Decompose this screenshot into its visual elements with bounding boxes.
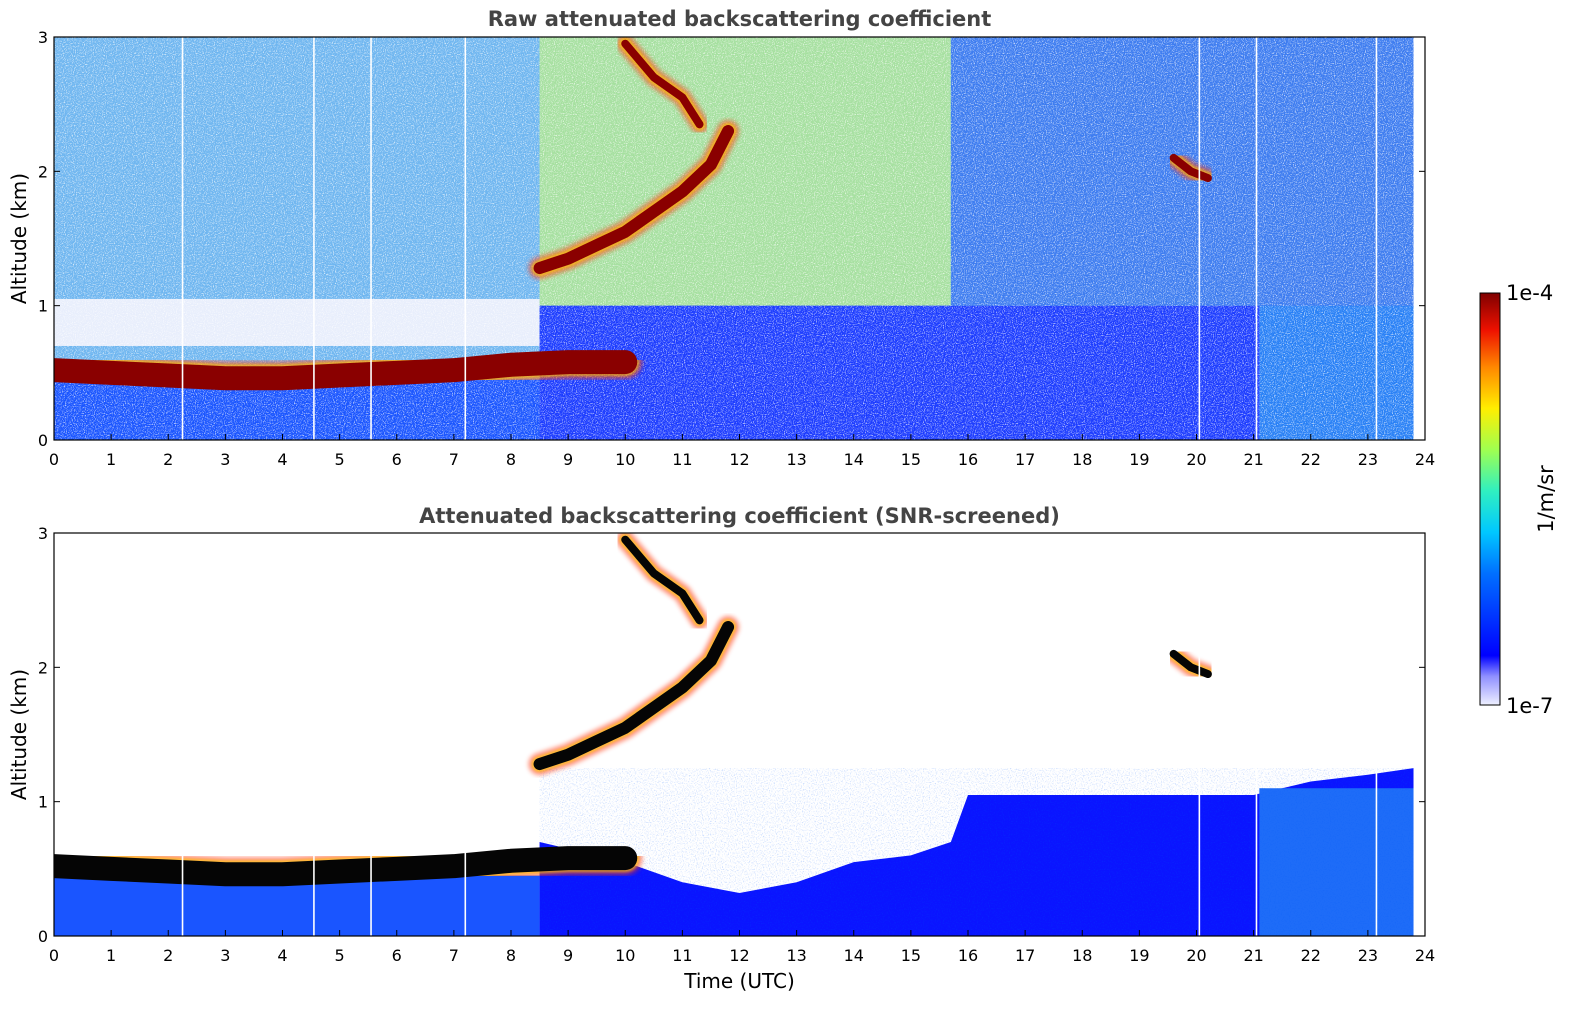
- x-tick-label: 7: [449, 450, 459, 469]
- y-tick-label: 0: [38, 431, 48, 450]
- y-tick-label: 3: [38, 524, 48, 543]
- data-gaps: [181, 37, 1425, 440]
- panel-title: Raw attenuated backscattering coefficien…: [488, 7, 992, 31]
- no-data-region: [1413, 37, 1425, 440]
- aerosol-layer-core: [621, 39, 704, 129]
- x-tick-label: 11: [672, 946, 692, 965]
- x-tick-label: 11: [672, 450, 692, 469]
- x-tick-label: 15: [901, 450, 921, 469]
- x-tick-label: 20: [1186, 946, 1206, 965]
- x-tick-label: 23: [1358, 946, 1378, 965]
- x-axis: 0 1 2 3 4 5 6 7 8 9 10 11 12 13 14 15 16 17 18 19 20 21 22 23 24: [49, 930, 1435, 965]
- x-tick-label: 18: [1072, 450, 1092, 469]
- x-tick-label: 8: [506, 450, 516, 469]
- x-tick-label: 6: [392, 450, 402, 469]
- x-tick-label: 17: [1015, 946, 1035, 965]
- aerosol-layer-halo: [528, 616, 740, 776]
- x-tick-label: 1: [106, 450, 116, 469]
- x-tick-label: 17: [1015, 450, 1035, 469]
- x-tick-label: 21: [1243, 946, 1263, 965]
- y-axis-label: Altitude (km): [7, 173, 31, 304]
- no-data-region: [1413, 533, 1425, 936]
- x-axis: 0 1 2 3 4 5 6 7 8 9 10 11 12 13 14 15 16 17 18 19 20 21 22 23 24: [49, 434, 1435, 469]
- aerosol-layer-core: [621, 535, 704, 625]
- x-tick-label: 3: [220, 450, 230, 469]
- y-tick-label: 3: [38, 28, 48, 47]
- aerosol-layer-core: [533, 621, 735, 771]
- aerosol-features: [54, 533, 1217, 892]
- y-tick-label: 1: [38, 297, 48, 316]
- x-tick-label: 3: [220, 946, 230, 965]
- heatmap-area: [54, 37, 1425, 440]
- x-tick-label: 24: [1415, 946, 1435, 965]
- y-tick-label: 2: [38, 658, 48, 677]
- x-tick-label: 22: [1301, 450, 1321, 469]
- x-tick-label: 15: [901, 946, 921, 965]
- noise-texture: [539, 768, 1414, 936]
- x-tick-label: 24: [1415, 450, 1435, 469]
- x-tick-label: 7: [449, 946, 459, 965]
- x-tick-label: 20: [1186, 450, 1206, 469]
- x-tick-label: 23: [1358, 450, 1378, 469]
- x-tick-label: 19: [1129, 946, 1149, 965]
- colorbar-min-label: 1e-7: [1506, 694, 1553, 718]
- x-tick-label: 4: [277, 946, 287, 965]
- x-tick-label: 19: [1129, 450, 1149, 469]
- x-tick-label: 10: [615, 946, 635, 965]
- snr-screened-panel: Attenuated backscattering coefficient (S…: [7, 504, 1435, 993]
- x-tick-label: 8: [506, 946, 516, 965]
- x-tick-label: 12: [729, 946, 749, 965]
- colorbar-gradient: [1479, 292, 1501, 706]
- x-tick-label: 10: [615, 450, 635, 469]
- aerosol-layer-core: [54, 350, 638, 391]
- panel-title: Attenuated backscattering coefficient (S…: [419, 504, 1060, 528]
- x-tick-label: 13: [786, 450, 806, 469]
- x-tick-label: 0: [49, 450, 59, 469]
- x-tick-label: 5: [335, 450, 345, 469]
- x-tick-label: 12: [729, 450, 749, 469]
- raw-backscatter-panel: Raw attenuated backscattering coefficien…: [7, 7, 1435, 469]
- x-tick-label: 16: [958, 450, 978, 469]
- x-axis-label: Time (UTC): [683, 969, 795, 993]
- y-tick-label: 1: [38, 793, 48, 812]
- x-tick-label: 2: [163, 450, 173, 469]
- x-tick-label: 1: [106, 946, 116, 965]
- x-tick-label: 16: [958, 946, 978, 965]
- x-tick-label: 4: [277, 450, 287, 469]
- y-axis-label: Altitude (km): [7, 669, 31, 800]
- aerosol-layer-core: [1169, 649, 1212, 679]
- aerosol-layer-core: [54, 846, 638, 887]
- y-axis: 0 1 2 3: [38, 28, 1425, 450]
- x-tick-label: 21: [1243, 450, 1263, 469]
- x-tick-label: 18: [1072, 946, 1092, 965]
- aerosol-features: [54, 37, 1217, 396]
- x-tick-label: 13: [786, 946, 806, 965]
- x-tick-label: 9: [563, 450, 573, 469]
- colorbar: 1e-4 1e-7 1/m/sr: [1479, 281, 1558, 718]
- x-tick-label: 2: [163, 946, 173, 965]
- heatmap-area: [54, 533, 1425, 936]
- x-tick-label: 9: [563, 946, 573, 965]
- y-tick-label: 0: [38, 927, 48, 946]
- x-tick-label: 6: [392, 946, 402, 965]
- x-tick-label: 5: [335, 946, 345, 965]
- aerosol-layer-core: [533, 125, 735, 275]
- screened-signal: [54, 768, 1414, 936]
- colorbar-unit-label: 1/m/sr: [1534, 465, 1558, 533]
- colorbar-max-label: 1e-4: [1506, 281, 1553, 305]
- x-tick-label: 14: [844, 450, 864, 469]
- y-axis: 0 1 2 3: [38, 524, 1425, 946]
- x-tick-label: 14: [844, 946, 864, 965]
- data-gaps: [181, 533, 1425, 936]
- y-tick-label: 2: [38, 162, 48, 181]
- x-tick-label: 22: [1301, 946, 1321, 965]
- x-tick-label: 0: [49, 946, 59, 965]
- aerosol-layer-core: [1169, 153, 1212, 183]
